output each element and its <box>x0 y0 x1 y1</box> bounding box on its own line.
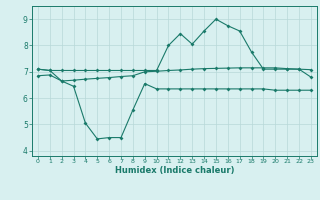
X-axis label: Humidex (Indice chaleur): Humidex (Indice chaleur) <box>115 166 234 175</box>
